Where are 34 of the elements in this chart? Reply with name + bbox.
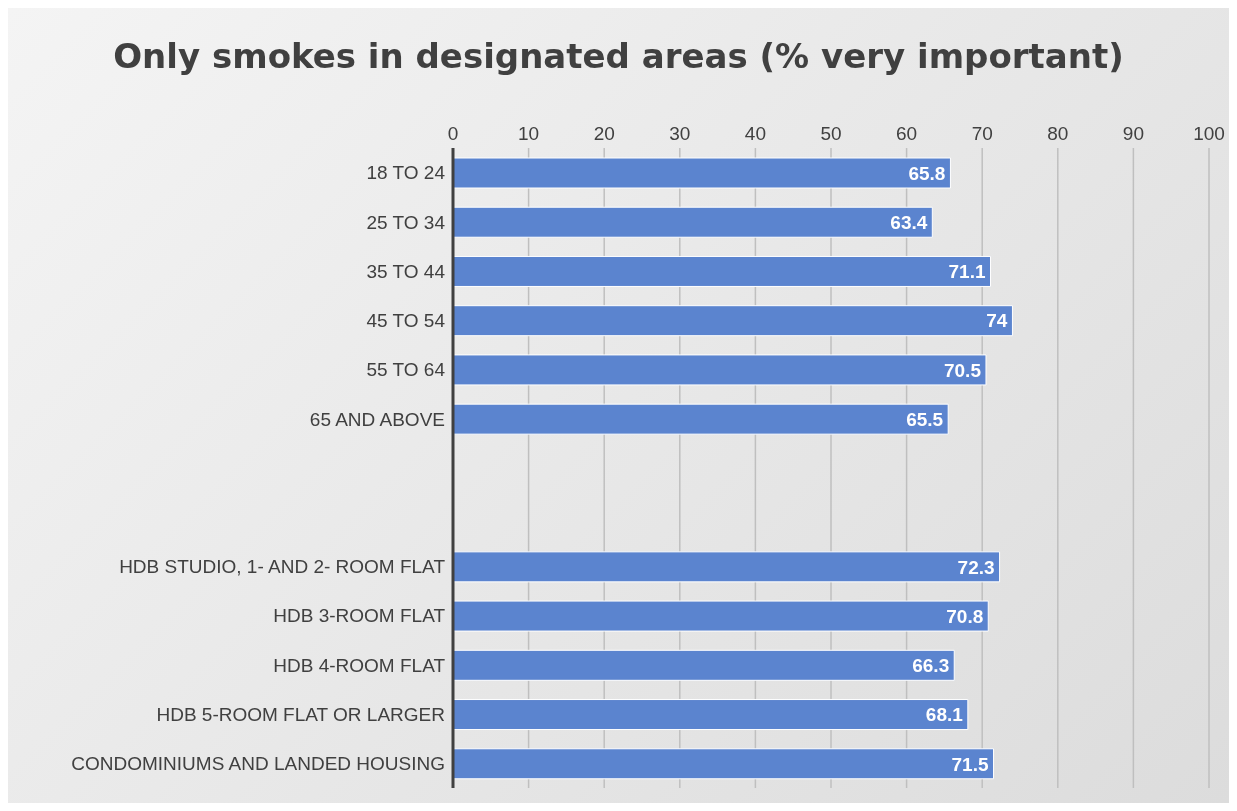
x-tick-label: 100 (1193, 123, 1225, 144)
x-tick-label: 60 (896, 123, 918, 144)
data-label: 74 (986, 310, 1008, 332)
y-tick-label: 55 TO 64 (366, 359, 446, 381)
data-label: 70.8 (946, 605, 984, 627)
x-tick-label: 50 (820, 123, 842, 144)
x-tick-label: 0 (447, 123, 459, 144)
data-label: 63.4 (890, 211, 928, 233)
y-tick-label: HDB 4-ROOM FLAT (273, 654, 446, 676)
data-label: 70.5 (944, 359, 982, 381)
x-tick-label: 10 (518, 123, 540, 144)
y-tick-label: CONDOMINIUMS AND LANDED HOUSING (71, 753, 445, 775)
y-tick-label: 45 TO 54 (366, 310, 446, 332)
data-label: 66.3 (912, 655, 950, 677)
y-tick-label: 35 TO 44 (366, 260, 446, 282)
data-label: 65.5 (906, 408, 944, 430)
x-tick-label: 90 (1122, 123, 1144, 144)
y-tick-label: 25 TO 34 (366, 211, 446, 233)
x-tick-label: 30 (669, 123, 691, 144)
y-tick-label: HDB 3-ROOM FLAT (273, 605, 446, 627)
x-tick-label: 80 (1047, 123, 1069, 144)
data-label: 65.8 (908, 162, 946, 184)
x-tick-label: 40 (744, 123, 766, 144)
data-label: 72.3 (957, 556, 995, 578)
x-tick-label: 20 (593, 123, 615, 144)
y-tick-label: 18 TO 24 (366, 162, 446, 184)
y-tick-label: HDB 5-ROOM FLAT OR LARGER (156, 703, 445, 725)
y-tick-label: HDB STUDIO, 1- AND 2- ROOM FLAT (119, 556, 446, 578)
data-label: 68.1 (925, 704, 964, 726)
x-tick-label: 70 (971, 123, 993, 144)
chart-title: Only smokes in designated areas (% very important) (112, 36, 1125, 76)
data-label: 71.1 (948, 261, 986, 283)
y-tick-label: 65 AND ABOVE (309, 408, 445, 430)
data-label: 71.5 (951, 753, 989, 775)
